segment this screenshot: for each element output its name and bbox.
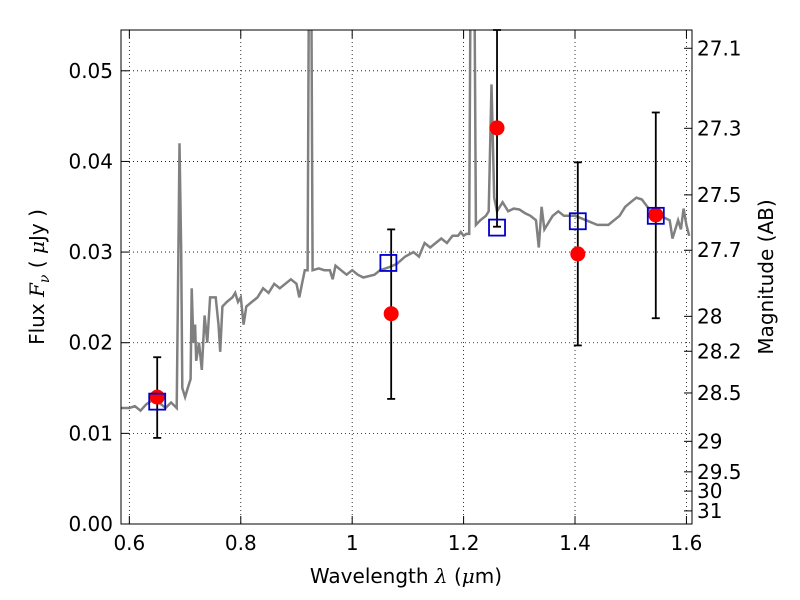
synthetic-point — [379, 254, 398, 272]
observed-point — [489, 120, 505, 136]
synthetic-point — [488, 218, 506, 237]
y-axis-label: Flux Fν ( μJy ) — [25, 209, 53, 345]
mag-tick-label: 30 — [697, 479, 722, 503]
synthetic-point — [148, 392, 167, 411]
observed-point — [648, 207, 664, 223]
synthetic-point — [646, 206, 665, 225]
x-axis-label: Wavelength λ (μm) — [310, 564, 502, 588]
x-tick-label: 1.4 — [559, 531, 591, 555]
ticks: 0.6 0.8 1 1.2 1.4 1.6 0.00 0.01 0.02 0.03 0.04 0.05… — [68, 30, 742, 555]
mag-tick-label: 29.5 — [697, 460, 742, 484]
observed-point — [570, 246, 586, 262]
observed-point — [149, 389, 165, 405]
mag-tick-label: 31 — [697, 499, 722, 523]
x-tick-label: 1.6 — [671, 531, 703, 555]
y-tick-label: 0.04 — [68, 149, 113, 173]
plot-area — [121, 30, 692, 524]
x-tick-label: 1 — [346, 531, 359, 555]
mag-tick-label: 28.2 — [697, 339, 742, 363]
synthetic-points — [148, 206, 665, 411]
y-tick-label: 0.05 — [68, 59, 113, 83]
observed-point — [383, 306, 399, 322]
y-tick-label: 0.03 — [68, 240, 113, 264]
y-tick-label: 0.01 — [68, 421, 113, 445]
mag-tick-label: 27.3 — [697, 116, 742, 140]
x-tick-label: 0.6 — [113, 531, 145, 555]
mag-tick-label: 27.5 — [697, 183, 742, 207]
y-tick-label: 0.00 — [68, 512, 113, 536]
x-tick-label: 0.8 — [225, 531, 257, 555]
x-tick-label: 1.2 — [448, 531, 480, 555]
mag-tick-label: 27.1 — [697, 36, 742, 60]
y-tick-label: 0.02 — [68, 331, 113, 355]
y2-axis-label: Magnitude (AB) — [754, 199, 778, 354]
mag-tick-label: 29 — [697, 429, 722, 453]
mag-tick-label: 27.7 — [697, 238, 742, 262]
plot-frame — [120, 29, 693, 525]
mag-tick-label: 28.5 — [697, 381, 742, 405]
mag-tick-label: 28 — [697, 304, 722, 328]
synthetic-point — [568, 212, 587, 231]
